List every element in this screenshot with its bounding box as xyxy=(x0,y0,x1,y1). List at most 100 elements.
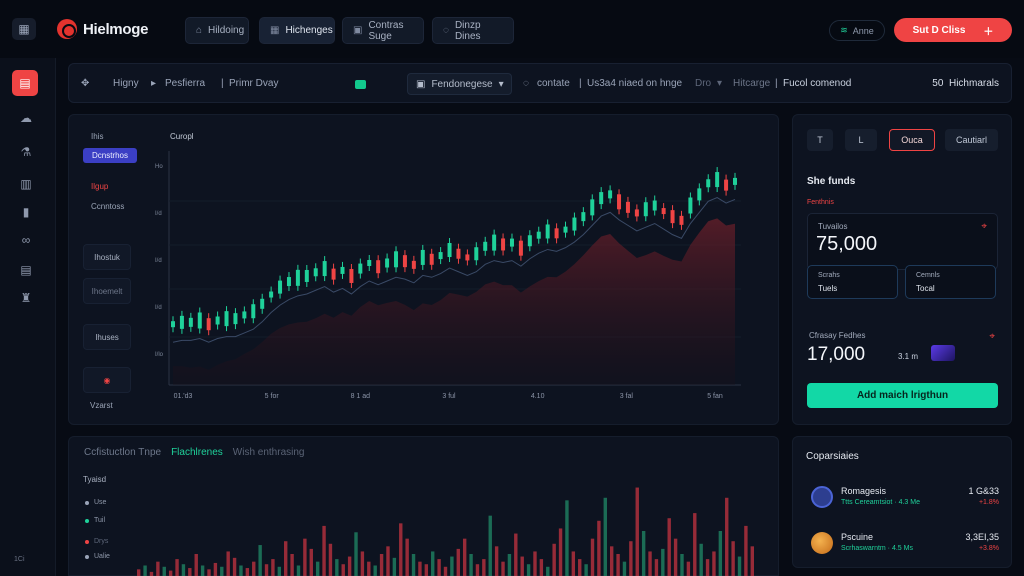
volume-bar xyxy=(437,559,441,576)
sidebar-item-dashboard[interactable]: ▤ xyxy=(12,70,38,96)
moving-average-line xyxy=(172,196,736,343)
volume-bar xyxy=(156,561,160,576)
mini-stat-2[interactable]: Cemnls Tocal xyxy=(905,265,996,299)
volume-bar xyxy=(290,554,294,576)
mini-stat-1[interactable]: Scrahs Tuels xyxy=(807,265,898,299)
volume-bar xyxy=(648,551,652,576)
record-icon[interactable]: ◉ xyxy=(83,367,131,393)
toolbar-right[interactable]: 50 Hichmarals xyxy=(932,78,999,89)
sidebar-item-user[interactable]: ♜ xyxy=(14,286,38,310)
card-tab-4[interactable]: Cautiarl xyxy=(945,129,998,151)
volume-bar xyxy=(258,545,262,576)
cursor-icon[interactable]: ✥ xyxy=(81,78,90,89)
volume-bar xyxy=(578,559,582,576)
volume-bar xyxy=(143,565,147,576)
toolbar-search-hint[interactable]: contate xyxy=(537,78,570,89)
toolbar-item-1[interactable]: Higny xyxy=(113,78,139,89)
toolbar-extra-3[interactable]: Fucol comenod xyxy=(783,78,852,89)
volume-bar xyxy=(488,515,492,576)
toolbar-divider: | xyxy=(775,78,778,89)
volume-label: Tyaisd xyxy=(83,475,107,484)
volume-bar xyxy=(424,564,429,576)
nav-tab-2[interactable]: ▦ Hichenges xyxy=(259,17,335,44)
volume-bar xyxy=(168,570,173,576)
volume-bar xyxy=(526,564,531,576)
volume-bars[interactable] xyxy=(137,481,757,576)
sidebar-item-docs[interactable]: ▥ xyxy=(14,172,38,196)
volume-panel: Ccfistuctlon Tnpe Flachlrenes Wish enthr… xyxy=(68,436,779,576)
chart-tool-box[interactable]: Ihuses xyxy=(83,324,131,350)
candle-up xyxy=(224,311,229,327)
sidebar-item-files[interactable]: ▮ xyxy=(14,200,38,224)
volume-bar xyxy=(712,551,716,576)
volume-bar xyxy=(277,566,282,576)
card-tab-2[interactable]: L xyxy=(845,129,877,151)
nav-tab-4[interactable]: ◌ Dinzp Dines xyxy=(432,17,514,44)
toolbar-extra-2[interactable]: Hitcarge xyxy=(733,78,771,89)
chart-side-label: Ihis xyxy=(91,132,104,141)
apps-grid-icon[interactable]: ▦ xyxy=(12,18,36,40)
main-value-box[interactable]: Tuvailos 75,000 ⌖ xyxy=(807,213,998,270)
toolbar-item-2[interactable]: Pesfierra xyxy=(165,78,206,89)
sidebar-item-link[interactable]: ∞ xyxy=(14,228,38,252)
candle-up xyxy=(340,266,345,274)
toolbar-dropdown[interactable]: ▣ Fendonegese ▾ xyxy=(407,73,512,95)
company-change: +3.8% xyxy=(978,545,999,552)
volume-bar xyxy=(418,561,422,576)
search-icon[interactable]: ◌ xyxy=(523,78,529,89)
candle-up xyxy=(179,315,184,329)
company-sub: Scrhaswarntm · 4.5 Ms xyxy=(841,545,913,552)
sidebar-item-tools[interactable]: ⚗ xyxy=(14,140,38,164)
card-tab-3[interactable]: Ouca xyxy=(889,129,935,151)
chevron-down-icon[interactable]: ▾ xyxy=(717,78,723,89)
company-row[interactable]: Pscuine Scrhaswarntm · 4.5 Ms 3,3EI,35 +… xyxy=(807,530,999,558)
volume-bar xyxy=(149,571,154,576)
candle-down xyxy=(456,248,461,259)
toolbar-divider: | xyxy=(221,78,224,89)
volume-bar xyxy=(616,554,620,576)
user-chip[interactable]: ≋ Anne xyxy=(829,20,885,41)
card-tab-1[interactable]: T xyxy=(807,129,833,151)
candle-down xyxy=(554,228,559,239)
candle-up xyxy=(295,269,300,286)
plus-icon: ＋ xyxy=(983,26,994,38)
y-tick-label: I/d xyxy=(155,258,162,264)
volume-bar xyxy=(341,564,345,576)
start-button[interactable]: Sut D Cliss ＋ xyxy=(894,18,1012,42)
chart-tool-box[interactable]: Ihoemelt xyxy=(83,278,131,304)
timeframe-active[interactable]: Dcnstrhos xyxy=(83,148,137,163)
nav-tab-3[interactable]: ▣ Contras Suge xyxy=(342,17,424,44)
volume-bar xyxy=(501,561,505,576)
candle-down xyxy=(625,201,630,213)
y-tick-label: I/d xyxy=(155,305,162,311)
add-match-button[interactable]: Add maich lrigthun xyxy=(807,383,998,408)
x-tick-label: 01.'d3 xyxy=(174,393,193,400)
sidebar-item-cloud[interactable]: ☁ xyxy=(14,106,38,130)
y-tick-label: I/d xyxy=(155,211,162,217)
volume-tab-1[interactable]: Ccfistuctlon Tnpe xyxy=(84,447,162,458)
x-tick-label: 4.10 xyxy=(531,393,545,400)
toolbar-indicator[interactable] xyxy=(355,80,366,89)
candlestick-chart[interactable]: Ho I/d I/d I/d I/lo 01.'d3 5 for 8 1 ad 3 ful 4.1… xyxy=(145,145,749,407)
volume-tab-2[interactable]: Flachlrenes xyxy=(171,447,223,458)
cloud-icon: ☁ xyxy=(20,111,32,125)
candle-down xyxy=(349,268,354,283)
app-logo[interactable]: Hielmoge xyxy=(57,19,148,39)
volume-tab-3[interactable]: Wish enthrasing xyxy=(232,447,305,458)
candle-up xyxy=(483,241,488,251)
toolbar-extra-1[interactable]: Dro xyxy=(695,78,712,89)
card-subtitle: Fenthnis xyxy=(807,199,834,206)
docs-icon: ▥ xyxy=(20,177,32,191)
toolbar-item-3[interactable]: Primr Dvay xyxy=(229,78,279,89)
timeframe-option[interactable]: Ilgup xyxy=(91,182,109,191)
company-row[interactable]: Romagesis Ttts Cereamtsiot · 4.3 Me 1 G&… xyxy=(807,484,999,512)
candle-up xyxy=(385,258,390,268)
chart-tool-box[interactable]: Ihostuk xyxy=(83,244,131,270)
company-name: Romagesis xyxy=(841,486,887,496)
sidebar-item-print[interactable]: ▤ xyxy=(14,258,38,282)
volume-bar xyxy=(546,566,550,576)
volume-bar xyxy=(482,559,486,576)
y-tick-label: Ho xyxy=(155,164,163,170)
timeframe-option[interactable]: Ccnntoss xyxy=(91,202,125,211)
nav-tab-1[interactable]: ⌂ Hildoing xyxy=(185,17,249,44)
